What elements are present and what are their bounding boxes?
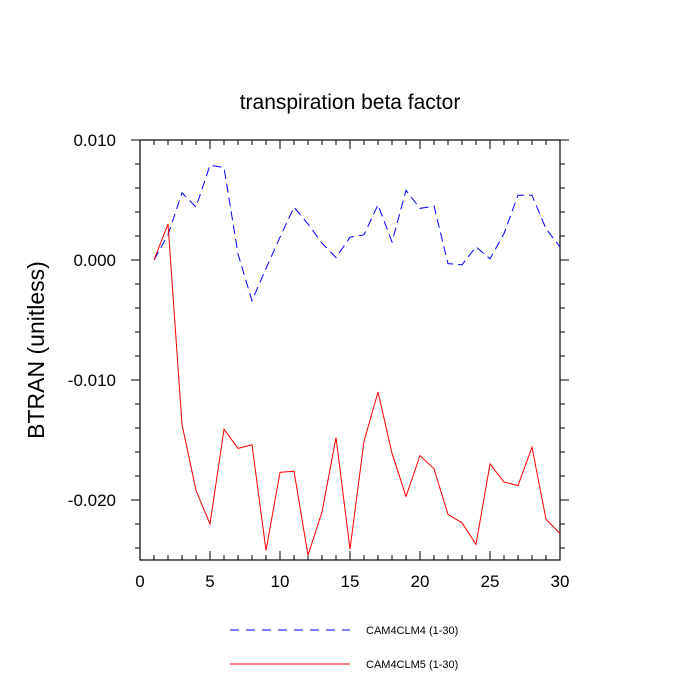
x-tick-label: 25 bbox=[481, 572, 500, 591]
x-tick-label: 20 bbox=[411, 572, 430, 591]
y-axis-label: BTRAN (unitless) bbox=[23, 261, 49, 439]
series-line-2 bbox=[153, 223, 561, 556]
x-tick-label: 5 bbox=[205, 572, 214, 591]
legend-label: CAM4CLM4 (1-30) bbox=[366, 625, 458, 637]
plot-area: 0 5 10 15 20 25 30 0.010 0.000 -0.010 -0.020 bbox=[68, 131, 570, 591]
series-line-1 bbox=[153, 164, 561, 303]
legend: CAM4CLM4 (1-30) CAM4CLM5 (1-30) bbox=[230, 625, 458, 671]
x-tick-label: 0 bbox=[135, 572, 144, 591]
y-tick-label: -0.020 bbox=[68, 491, 116, 510]
x-tick-label: 10 bbox=[271, 572, 290, 591]
x-tick-label: 30 bbox=[551, 572, 570, 591]
y-tick-label: 0.000 bbox=[73, 251, 116, 270]
legend-label: CAM4CLM5 (1-30) bbox=[366, 659, 458, 671]
y-tick-label: 0.010 bbox=[73, 131, 116, 150]
x-tick-label: 15 bbox=[341, 572, 360, 591]
plot-frame bbox=[139, 139, 561, 561]
chart-title: transpiration beta factor bbox=[240, 91, 461, 114]
y-tick-label: -0.010 bbox=[68, 371, 116, 390]
